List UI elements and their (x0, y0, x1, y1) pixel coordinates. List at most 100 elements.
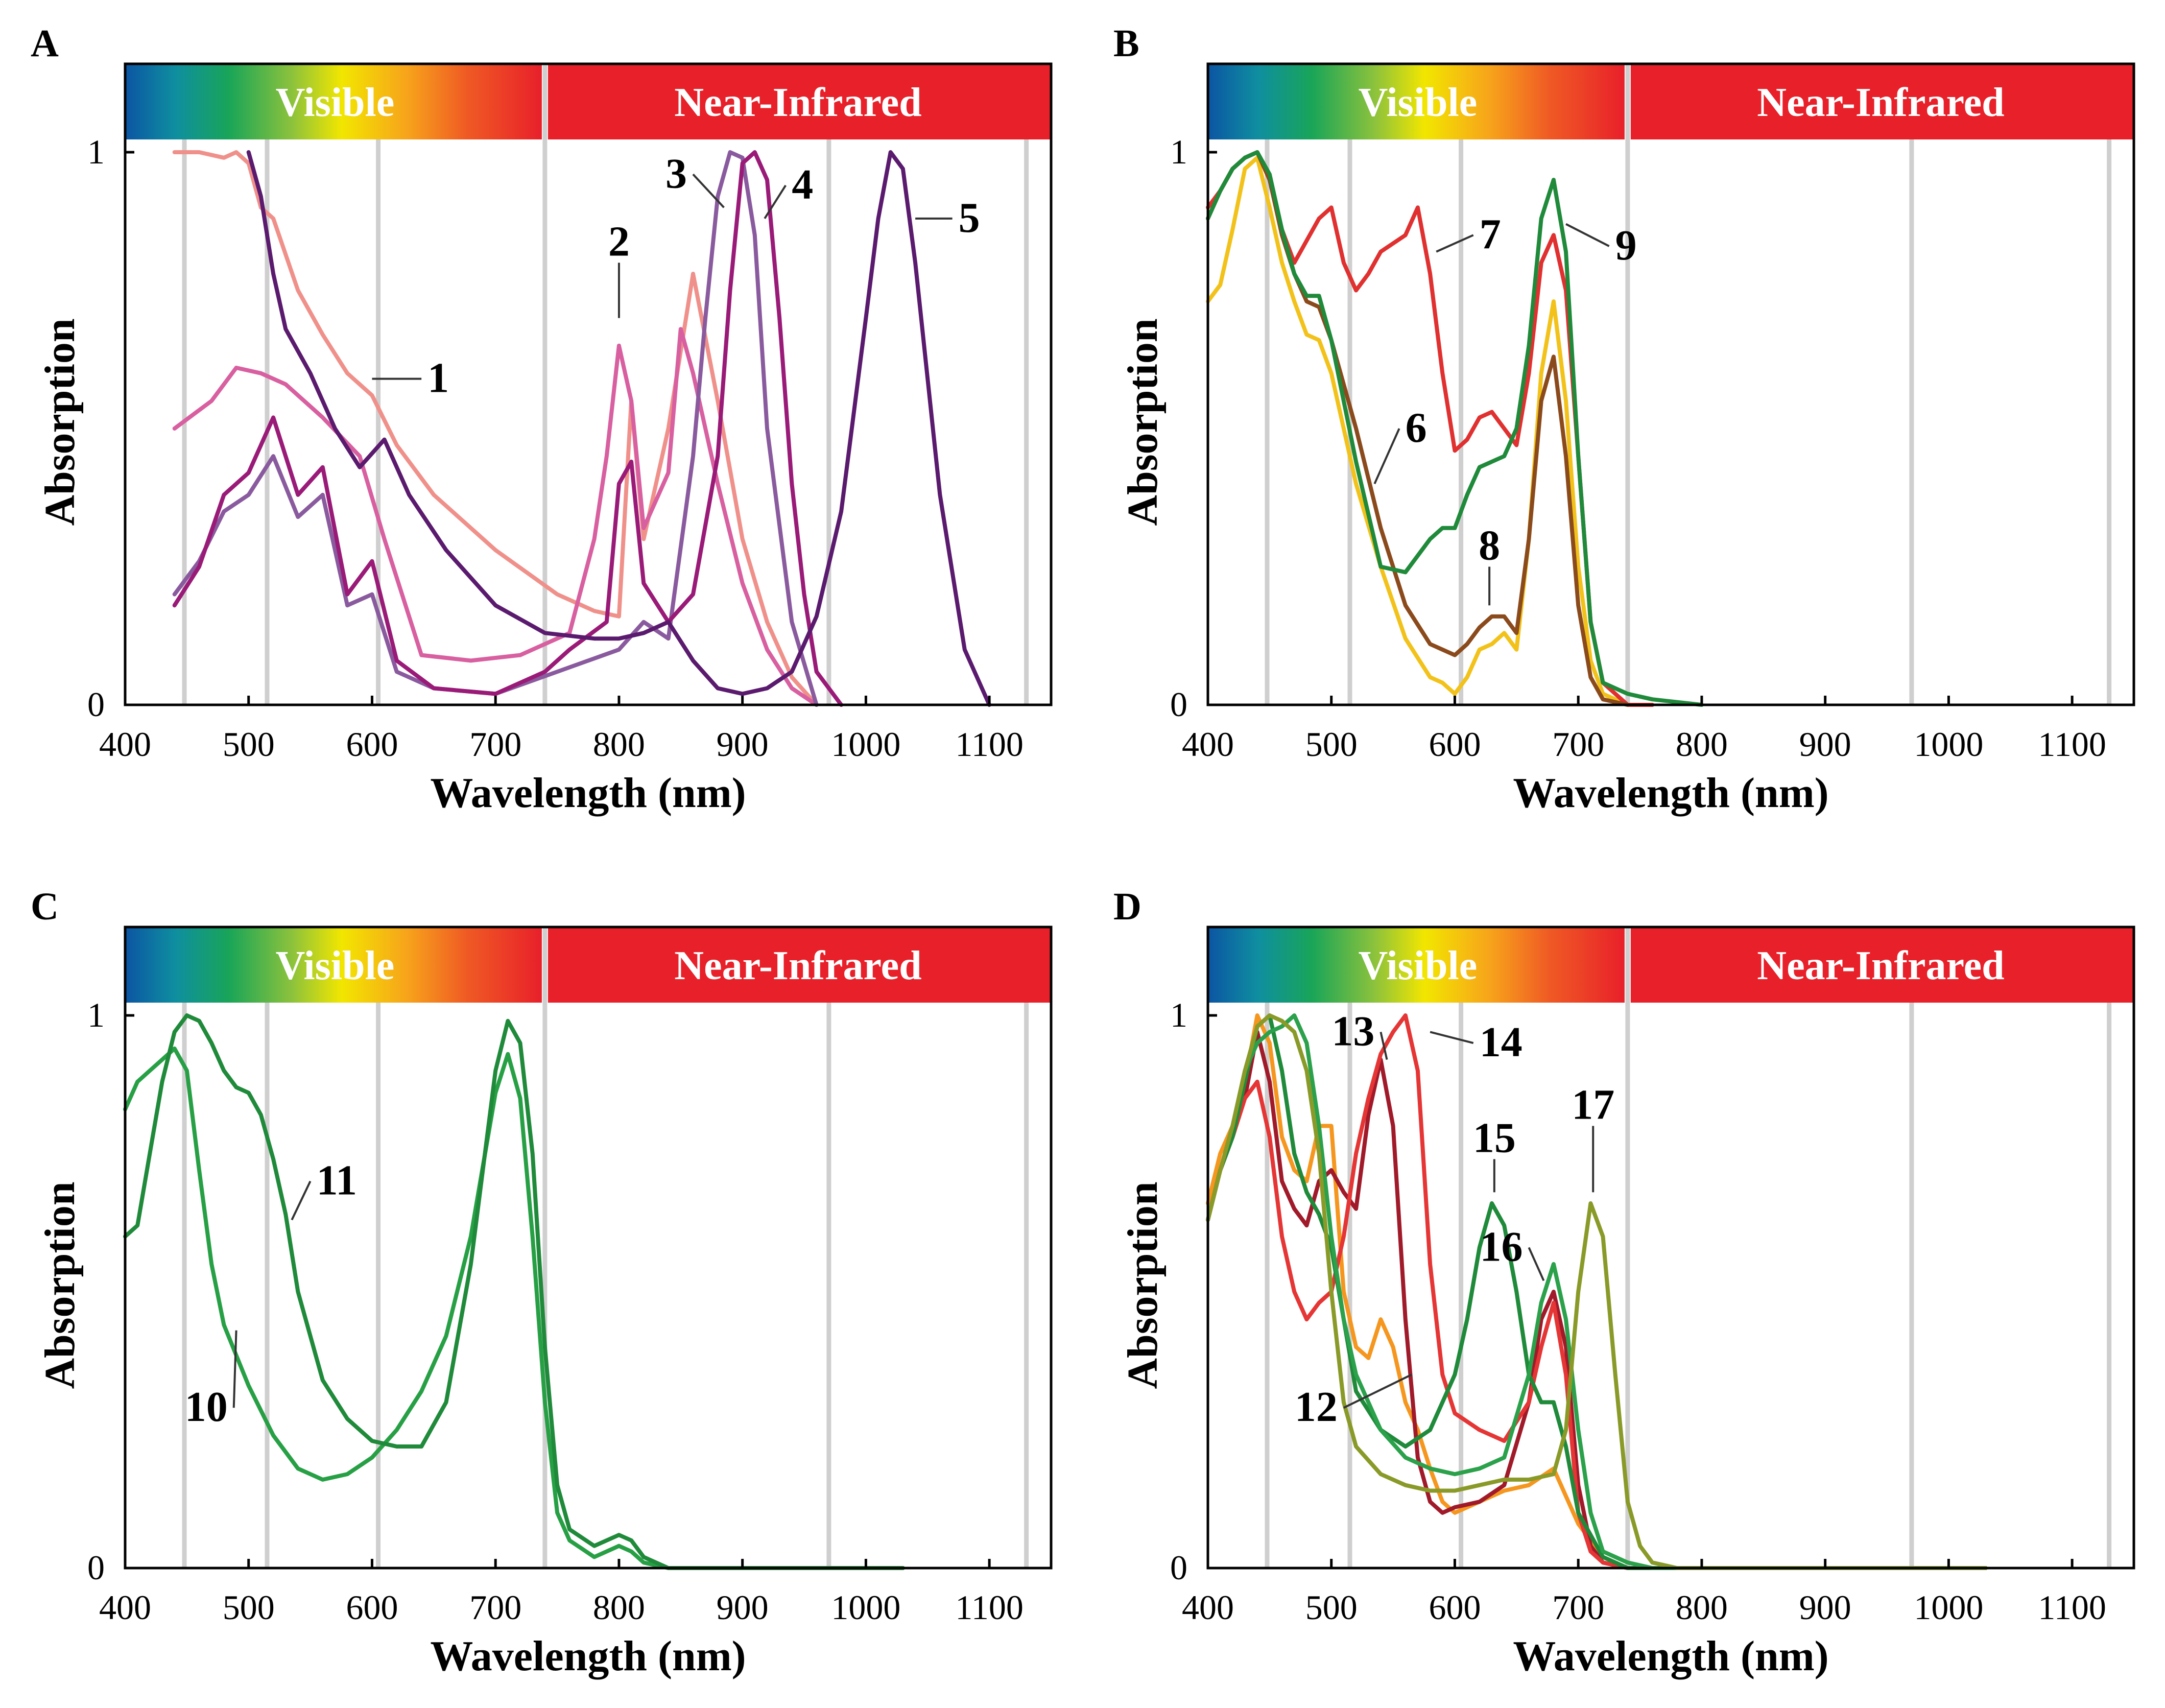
panel-a-y-tick-label: 0 (87, 685, 105, 724)
panel-a-annotation-4: 4 (792, 161, 813, 208)
panel-a-x-tick-label: 1100 (955, 725, 1023, 764)
panel-c-x-tick-label: 400 (99, 1588, 151, 1627)
panel-a-x-tick-label: 900 (717, 725, 769, 764)
panel-b-nir-band (1630, 64, 2134, 139)
panel-b-annotation-6: 6 (1406, 404, 1427, 452)
panel-d-series-16-line (1206, 1013, 1988, 1570)
panel-a-nir-band (548, 64, 1051, 139)
panel-d-x-tick-label: 1000 (1914, 1588, 1983, 1627)
panel-d-visible-band (1208, 927, 1625, 1003)
panel-c: C Visible Near-Infrared 400 500 600 700 800 900… (31, 885, 1053, 1680)
panel-a-annotation-1: 1 (427, 354, 449, 402)
panel-a-x-tick-label: 400 (99, 725, 151, 764)
panel-d-annotation-15: 15 (1473, 1114, 1516, 1161)
panel-b: B Visible Near-Infrared 400 500 600 700 800 900… (1113, 22, 2135, 817)
panel-d: D Visible Near-Infrared 400 500 600 700 800 900… (1113, 885, 2135, 1680)
panel-c-series-11-line (123, 1013, 905, 1570)
panel-letter-a: A (31, 22, 59, 65)
panel-d-annotation-13: 13 (1331, 1007, 1374, 1055)
panel-c-x-tick-label: 1000 (831, 1588, 900, 1627)
panel-letter-d: D (1113, 885, 1141, 928)
panel-b-annotation-leader (1565, 223, 1610, 247)
panel-d-annotation-leader (1430, 1031, 1474, 1045)
panel-b-visible-band (1208, 64, 1625, 139)
panel-c-annotation-leader (291, 1180, 312, 1221)
panel-c-nir-label: Near-Infrared (674, 943, 921, 988)
panel-d-series-13-line (1206, 1030, 1630, 1570)
panel-b-series-9-line (1206, 150, 1704, 707)
panel-b-x-tick-label: 1100 (2038, 725, 2106, 764)
panel-c-nir-band (548, 927, 1051, 1003)
panel-b-y-tick-label: 1 (1170, 132, 1187, 171)
panel-letter-b: B (1113, 22, 1139, 65)
panel-a-x-tick-label: 600 (346, 725, 398, 764)
panel-a-series-1-line (172, 150, 819, 707)
panel-d-x-tick-label: 400 (1182, 1588, 1234, 1627)
panel-b-plot-frame (1206, 62, 2135, 706)
panel-d-y-tick-label: 1 (1170, 995, 1187, 1034)
panel-d-annotation-17: 17 (1572, 1081, 1614, 1128)
panel-a-series-4-line (172, 150, 844, 707)
panel-a-nir-label: Near-Infrared (674, 80, 921, 125)
panel-c-x-tick-label: 900 (717, 1588, 769, 1627)
panel-c-y-axis-label: Absorption (36, 1181, 84, 1389)
panel-a-x-tick-label: 1000 (831, 725, 900, 764)
panel-d-series-14-line (1206, 1013, 1630, 1570)
panel-b-annotation-9: 9 (1615, 222, 1637, 269)
panel-a-annotation-5: 5 (959, 194, 980, 242)
panel-b-x-tick-label: 600 (1429, 725, 1481, 764)
panel-d-series-17-line (1206, 1013, 1988, 1570)
panel-c-annotation-10: 10 (185, 1383, 228, 1431)
panel-c-annotation-leader (232, 1330, 237, 1408)
panel-b-visible-label: Visible (1359, 80, 1478, 125)
panel-c-series-10-line (123, 1046, 905, 1570)
panel-a-x-tick-label: 700 (469, 725, 521, 764)
panel-d-x-tick-label: 900 (1799, 1588, 1851, 1627)
panel-a-series-5-line (246, 150, 992, 707)
panel-d-plot-frame (1206, 926, 2135, 1570)
panel-b-x-tick-label: 1000 (1914, 725, 1983, 764)
panel-d-annotation-leader (1528, 1247, 1545, 1282)
panel-d-x-axis-label: Wavelength (nm) (1513, 1632, 1828, 1680)
panel-b-series-6-line (1206, 155, 1655, 707)
panel-c-y-tick-label: 1 (87, 995, 105, 1034)
panel-c-x-tick-label: 600 (346, 1588, 398, 1627)
panel-b-x-tick-label: 400 (1182, 725, 1234, 764)
panel-b-x-tick-label: 900 (1799, 725, 1851, 764)
panel-a-annotation-2: 2 (608, 218, 630, 265)
panel-d-x-tick-label: 800 (1676, 1588, 1728, 1627)
panel-b-annotation-leader (1436, 234, 1474, 253)
panel-d-annotation-12: 12 (1295, 1383, 1338, 1431)
panel-d-x-tick-label: 700 (1552, 1588, 1604, 1627)
panel-a: A Visible Near-Infrared 400 500 600 700 800 900… (31, 22, 1053, 817)
panel-a-annotation-leader (764, 184, 787, 219)
panel-d-annotation-16: 16 (1480, 1223, 1523, 1270)
panel-b-annotation-leader (1373, 428, 1400, 485)
panel-b-x-tick-label: 800 (1676, 725, 1728, 764)
panel-a-plot-frame (124, 62, 1053, 706)
panel-a-x-tick-label: 500 (223, 725, 275, 764)
panel-c-visible-label: Visible (276, 943, 395, 988)
panel-b-annotation-8: 8 (1479, 522, 1500, 570)
panel-b-x-axis-label: Wavelength (nm) (1513, 769, 1828, 817)
panel-d-y-axis-label: Absorption (1119, 1181, 1167, 1389)
panel-d-x-tick-label: 500 (1305, 1588, 1358, 1627)
panel-c-plot-frame (124, 926, 1053, 1570)
panel-d-visible-label: Visible (1359, 943, 1478, 988)
panel-a-series-3-line (172, 150, 819, 707)
panel-d-x-tick-label: 600 (1429, 1588, 1481, 1627)
panel-letter-c: C (31, 885, 59, 928)
panel-d-nir-band (1630, 927, 2134, 1003)
panel-d-y-tick-label: 0 (1170, 1548, 1187, 1587)
panel-c-x-tick-label: 500 (223, 1588, 275, 1627)
panel-d-annotation-14: 14 (1480, 1018, 1522, 1066)
panel-b-nir-label: Near-Infrared (1757, 80, 2004, 125)
panel-c-x-axis-label: Wavelength (nm) (430, 1632, 746, 1680)
panel-c-y-tick-label: 0 (87, 1548, 105, 1587)
panel-d-x-tick-label: 1100 (2038, 1588, 2106, 1627)
panel-a-visible-label: Visible (276, 80, 395, 125)
panel-a-y-axis-label: Absorption (36, 318, 84, 526)
panel-a-series-2-line (172, 327, 819, 707)
panel-c-annotation-11: 11 (317, 1157, 357, 1204)
